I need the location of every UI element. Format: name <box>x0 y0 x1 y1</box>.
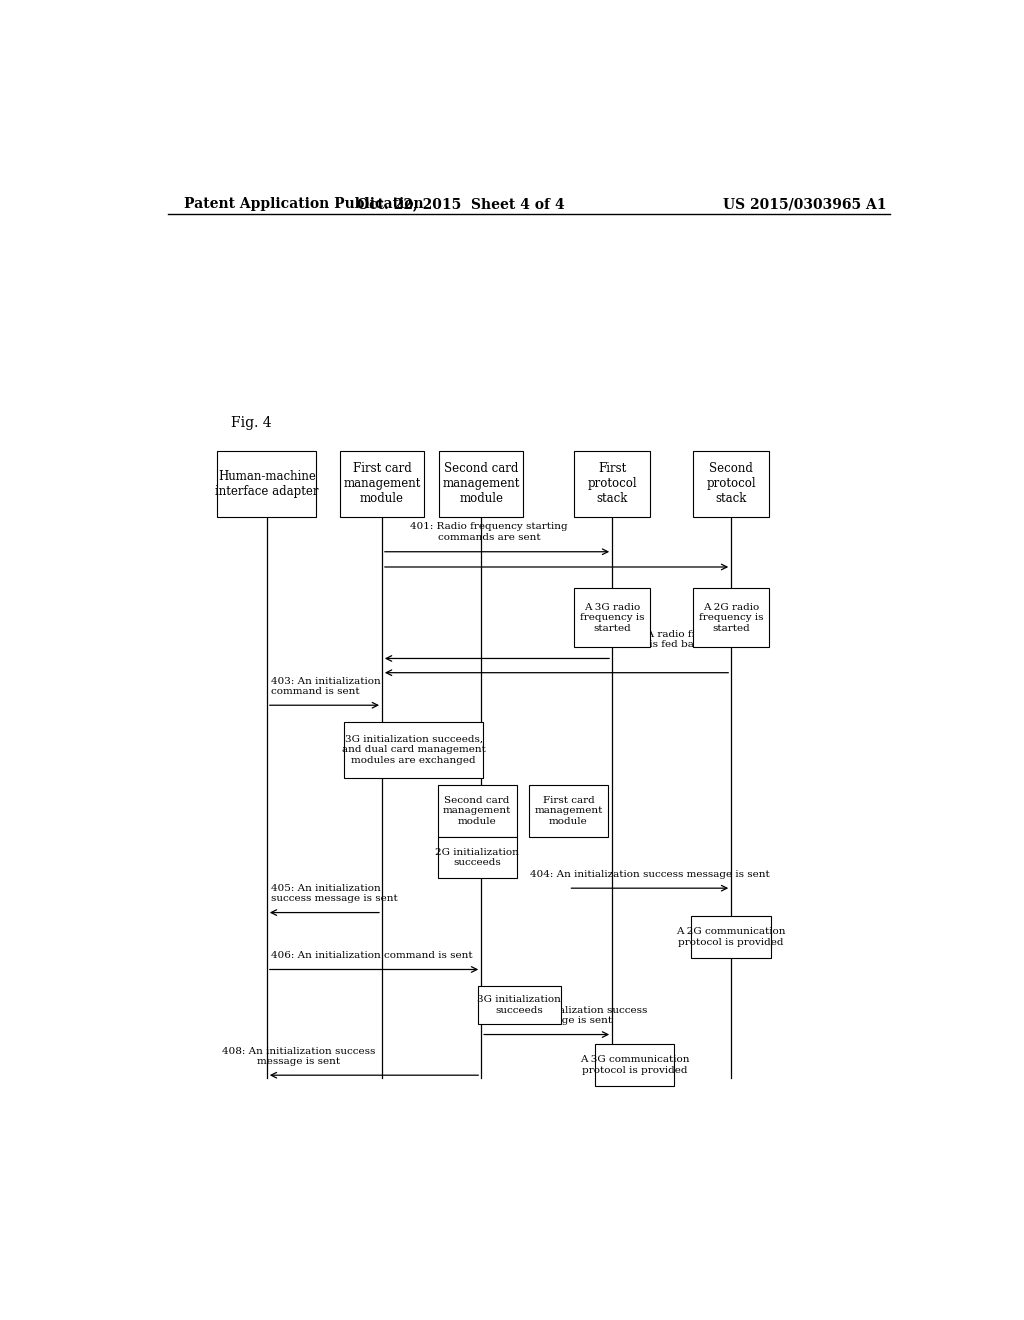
FancyBboxPatch shape <box>693 589 769 647</box>
FancyBboxPatch shape <box>340 450 424 516</box>
FancyBboxPatch shape <box>595 1044 674 1086</box>
Text: A 2G radio
frequency is
started: A 2G radio frequency is started <box>699 603 763 632</box>
FancyBboxPatch shape <box>344 722 483 777</box>
Text: 401: Radio frequency starting
commands are sent: 401: Radio frequency starting commands a… <box>411 523 568 541</box>
Text: 3G initialization succeeds,
and dual card management
modules are exchanged: 3G initialization succeeds, and dual car… <box>342 735 485 764</box>
Text: Second card
management
module: Second card management module <box>442 462 520 506</box>
Text: Patent Application Publication: Patent Application Publication <box>183 197 423 211</box>
Text: US 2015/0303965 A1: US 2015/0303965 A1 <box>723 197 887 211</box>
Text: 2G initialization
succeeds: 2G initialization succeeds <box>435 847 519 867</box>
FancyBboxPatch shape <box>528 784 608 837</box>
Text: 403: An initialization
command is sent: 403: An initialization command is sent <box>270 677 381 696</box>
Text: 404: An initialization success message is sent: 404: An initialization success message i… <box>529 870 770 879</box>
Text: First
protocol
stack: First protocol stack <box>588 462 637 506</box>
Text: Human-machine
interface adapter: Human-machine interface adapter <box>215 470 318 498</box>
Text: A 3G radio
frequency is
started: A 3G radio frequency is started <box>580 603 644 632</box>
FancyBboxPatch shape <box>477 986 561 1024</box>
Text: Fig. 4: Fig. 4 <box>231 416 271 430</box>
Text: 405: An initialization
success message is sent: 405: An initialization success message i… <box>270 884 397 903</box>
FancyBboxPatch shape <box>693 450 769 516</box>
FancyBboxPatch shape <box>439 450 523 516</box>
FancyBboxPatch shape <box>437 784 517 837</box>
Text: 402: A radio frequency
state is fed back: 402: A radio frequency state is fed back <box>620 630 740 649</box>
FancyBboxPatch shape <box>437 837 517 878</box>
Text: A 2G communication
protocol is provided: A 2G communication protocol is provided <box>677 927 785 946</box>
FancyBboxPatch shape <box>574 589 650 647</box>
Text: A 3G communication
protocol is provided: A 3G communication protocol is provided <box>580 1055 689 1074</box>
Text: First card
management
module: First card management module <box>535 796 603 826</box>
Text: First card
management
module: First card management module <box>343 462 421 506</box>
Text: Second card
management
module: Second card management module <box>443 796 511 826</box>
FancyBboxPatch shape <box>217 450 316 516</box>
Text: 407: An initialization success
message is sent: 407: An initialization success message i… <box>494 1006 647 1026</box>
Text: 408: An initialization success
message is sent: 408: An initialization success message i… <box>222 1047 376 1067</box>
FancyBboxPatch shape <box>574 450 650 516</box>
Text: Second
protocol
stack: Second protocol stack <box>707 462 756 506</box>
Text: 3G initialization
succeeds: 3G initialization succeeds <box>477 995 561 1015</box>
Text: Oct. 22, 2015  Sheet 4 of 4: Oct. 22, 2015 Sheet 4 of 4 <box>357 197 565 211</box>
FancyBboxPatch shape <box>691 916 771 958</box>
Text: 406: An initialization command is sent: 406: An initialization command is sent <box>270 952 472 961</box>
